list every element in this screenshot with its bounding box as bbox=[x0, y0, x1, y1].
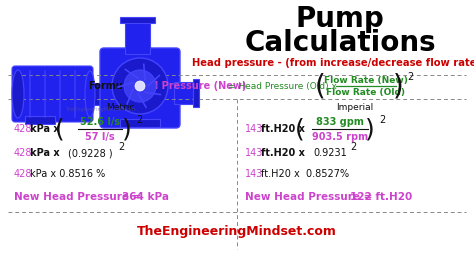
Text: Flow Rate (Old): Flow Rate (Old) bbox=[327, 88, 405, 97]
Text: ): ) bbox=[365, 117, 375, 141]
FancyBboxPatch shape bbox=[100, 48, 180, 128]
Text: 428: 428 bbox=[14, 124, 33, 134]
Text: kPa x: kPa x bbox=[30, 124, 60, 134]
Text: 903.5 rpm: 903.5 rpm bbox=[312, 132, 368, 142]
Text: Calculations: Calculations bbox=[244, 29, 436, 57]
Text: New Head Pressure =: New Head Pressure = bbox=[14, 192, 145, 202]
Text: 57 l/s: 57 l/s bbox=[85, 132, 115, 142]
Text: Flow Rate (New): Flow Rate (New) bbox=[324, 76, 408, 84]
Circle shape bbox=[112, 58, 168, 114]
Text: 52.6 l/s: 52.6 l/s bbox=[80, 117, 120, 127]
Text: 364 kPa: 364 kPa bbox=[122, 192, 169, 202]
Text: 122 ft.H20: 122 ft.H20 bbox=[350, 192, 412, 202]
Bar bbox=[88, 83, 106, 105]
Bar bbox=[174, 82, 194, 104]
Ellipse shape bbox=[85, 71, 95, 117]
Text: kPa x 0.8516 %: kPa x 0.8516 % bbox=[30, 169, 105, 179]
Ellipse shape bbox=[12, 70, 24, 118]
Text: ft.H20 x: ft.H20 x bbox=[261, 148, 305, 158]
Text: TheEngineeringMindset.com: TheEngineeringMindset.com bbox=[137, 226, 337, 238]
Text: 428: 428 bbox=[14, 169, 33, 179]
Bar bbox=[125, 19, 150, 54]
Text: (: ( bbox=[55, 117, 65, 141]
Text: = Head Pressure (Old) x: = Head Pressure (Old) x bbox=[228, 81, 337, 91]
Text: (: ( bbox=[295, 117, 305, 141]
Circle shape bbox=[135, 81, 145, 91]
Text: 833 gpm: 833 gpm bbox=[316, 117, 364, 127]
Text: (: ( bbox=[315, 72, 325, 100]
Text: 143: 143 bbox=[245, 169, 264, 179]
Text: 2: 2 bbox=[407, 72, 413, 82]
Text: ft.H20 x: ft.H20 x bbox=[261, 124, 305, 134]
Text: ): ) bbox=[392, 72, 403, 100]
Bar bbox=[193, 79, 199, 107]
Text: Head pressure - (from increase/decrease flow rate): Head pressure - (from increase/decrease … bbox=[192, 58, 474, 68]
Bar bbox=[25, 116, 55, 124]
Text: Head Pressure (New): Head Pressure (New) bbox=[130, 81, 246, 91]
Text: 2: 2 bbox=[379, 115, 385, 125]
Text: ft.H20 x  0.8527%: ft.H20 x 0.8527% bbox=[261, 169, 349, 179]
Text: 2: 2 bbox=[350, 142, 356, 152]
Text: 2: 2 bbox=[136, 115, 142, 125]
Text: 428: 428 bbox=[14, 148, 33, 158]
Text: New Head Pressure =: New Head Pressure = bbox=[245, 192, 376, 202]
Text: (0.9228 ): (0.9228 ) bbox=[68, 148, 113, 158]
Text: 2: 2 bbox=[118, 142, 124, 152]
Text: Imperial: Imperial bbox=[337, 103, 374, 112]
Text: 0.9231: 0.9231 bbox=[313, 148, 347, 158]
Text: Formula:: Formula: bbox=[88, 81, 137, 91]
Text: kPa x: kPa x bbox=[30, 148, 60, 158]
Text: Metric: Metric bbox=[106, 103, 134, 112]
Text: Pump: Pump bbox=[296, 5, 384, 33]
Text: 143: 143 bbox=[245, 148, 264, 158]
Text: ): ) bbox=[122, 117, 132, 141]
Text: TheEngineeringMindset.com: TheEngineeringMindset.com bbox=[65, 108, 135, 112]
Text: 143: 143 bbox=[245, 124, 264, 134]
Bar bbox=[120, 17, 155, 23]
Bar bbox=[120, 119, 160, 127]
FancyBboxPatch shape bbox=[12, 66, 93, 122]
Circle shape bbox=[124, 70, 156, 102]
